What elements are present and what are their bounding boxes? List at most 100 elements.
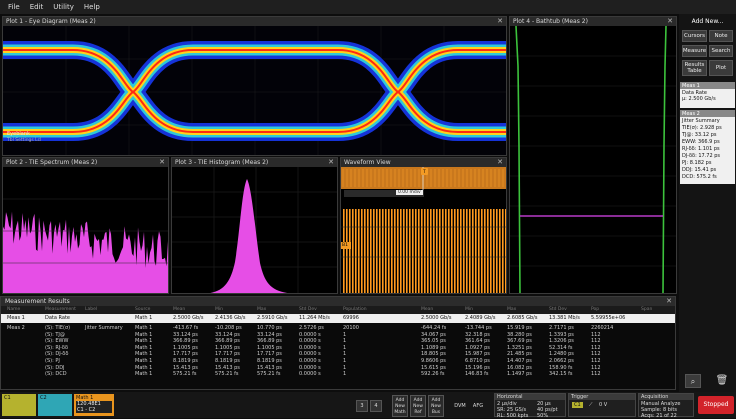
waveform-view[interactable]: Waveform View ✕ 0.00 mdiv T B1 <box>340 157 507 294</box>
trigger-panel[interactable]: Trigger C1 ⟋ 0 V <box>568 393 636 417</box>
meas2-line: DJ-δδ: 17.72 ps <box>682 153 721 159</box>
add-new-math-button[interactable]: Add New Math <box>392 395 408 417</box>
cell: 0.0000 s <box>299 364 321 371</box>
cell: 18.805 ps <box>421 351 446 358</box>
table-row[interactable]: Meas 2 Jitter Summary (S): TIE(σ) (S): TJ… <box>1 325 675 387</box>
zoom-position[interactable]: 0.00 mdiv <box>396 190 423 195</box>
menu-file[interactable]: File <box>8 3 20 11</box>
menu-utility[interactable]: Utility <box>53 3 74 11</box>
channel-2-badge[interactable]: C2 <box>38 394 72 416</box>
trash-icon[interactable]: 🗑 <box>715 375 729 386</box>
trigger-marker[interactable]: T <box>421 168 428 175</box>
channel-marker[interactable]: B1 <box>341 242 351 249</box>
col-header: Mean <box>421 307 434 312</box>
meas2-line: TIE(σ): 2.928 ps <box>682 125 722 131</box>
horizontal-panel[interactable]: Horizontal 2 μs/div SR: 25 GS/s RL: 500 … <box>494 393 566 419</box>
cell: 575.21 fs <box>173 371 197 378</box>
cell: 2.5910 Gb/s <box>257 315 288 321</box>
close-icon[interactable]: ✕ <box>497 158 503 166</box>
acquisition-panel[interactable]: Acquisition Manual Analyze Sample: 8 bit… <box>638 393 694 419</box>
cell: 2.4136 Gb/s <box>215 315 246 321</box>
search-button[interactable]: Search <box>709 45 733 57</box>
cell: 8.1819 ps <box>257 358 282 364</box>
cell: 11.264 Mb/s <box>299 315 330 321</box>
cell: 13.381 Mb/s <box>549 315 580 321</box>
cell: 158.90 fs <box>549 364 573 371</box>
cell: 10.770 ps <box>257 325 282 331</box>
cell: 1.1005 ps <box>215 344 240 351</box>
cell: 14.407 ps <box>507 358 532 364</box>
stopped-button[interactable]: Stopped <box>698 396 734 414</box>
cell: 15.196 ps <box>465 364 490 371</box>
eye-diagram-canvas <box>3 26 506 155</box>
bathtub-canvas <box>510 26 676 293</box>
cell: (S): DDJ <box>45 364 65 371</box>
bathtub-plot[interactable]: Plot 4 - Bathtub (Meas 2) ✕ <box>509 16 677 294</box>
measure-button[interactable]: Measure <box>682 45 707 57</box>
cell: 2.0662 ps <box>549 358 574 364</box>
note-button[interactable]: Note <box>709 30 733 42</box>
cell: 1 <box>343 358 347 364</box>
cell: 112 <box>591 351 601 358</box>
cell: 1.1005 ps <box>257 344 282 351</box>
cell: 1.3393 ps <box>549 331 574 338</box>
cell: 1.3251 ps <box>507 344 532 351</box>
cursors-button[interactable]: Cursors <box>682 30 707 42</box>
plot-button[interactable]: Plot <box>709 60 733 76</box>
cell: (S): DCD <box>45 371 67 378</box>
cell: 2.5000 Gb/s <box>421 315 452 321</box>
cell: 33.124 ps <box>257 331 282 338</box>
cell: 1.3206 ps <box>549 338 574 345</box>
close-icon[interactable]: ✕ <box>667 17 673 25</box>
cell: 366.89 ps <box>173 338 198 345</box>
close-icon[interactable]: ✕ <box>497 17 503 25</box>
channel-4-button[interactable]: 4 <box>370 400 382 412</box>
cell: (S): TJ@ <box>45 331 65 338</box>
zoom-icon[interactable]: ⌕ <box>685 374 701 388</box>
tie-spectrum-plot[interactable]: Plot 2 - TIE Spectrum (Meas 2) ✕ <box>2 157 169 294</box>
close-icon[interactable]: ✕ <box>328 158 334 166</box>
tie-histogram-plot[interactable]: Plot 3 - TIE Histogram (Meas 2) ✕ <box>171 157 338 294</box>
meas1-badge[interactable]: Meas 1 Data Rate μ: 2.500 Gb/s <box>680 82 735 108</box>
eye-diagram-plot[interactable]: Plot 1 - Eye Diagram (Meas 2) ✕ Eyeblank… <box>2 16 507 156</box>
channel-3-button[interactable]: 3 <box>356 400 368 412</box>
col-header: Max <box>257 307 267 312</box>
dvm-button[interactable]: DVM <box>454 403 466 409</box>
cell: 1 <box>343 344 347 351</box>
close-icon[interactable]: ✕ <box>159 158 165 166</box>
cell: -644.24 fs <box>421 325 447 331</box>
cell: 15.987 ps <box>465 351 490 358</box>
meas2-line: PJ: 8.182 ps <box>682 160 712 166</box>
menu-edit[interactable]: Edit <box>29 3 44 11</box>
right-panel: Add New... Cursors Note Measure Search R… <box>679 14 736 404</box>
meas2-line: DCD: 575.2 fs <box>682 174 717 180</box>
cell: 1.1089 ps <box>421 344 446 351</box>
col-header: Pop <box>591 307 600 312</box>
cell: 1 <box>343 371 347 378</box>
add-new-bus-button[interactable]: Add New Bus <box>428 395 444 417</box>
results-table-button[interactable]: Results Table <box>682 60 707 76</box>
acquisition-title: Acquisition <box>639 394 693 400</box>
meas2-badge[interactable]: Meas 2 Jitter Summary TIE(σ): 2.928 ps T… <box>680 110 735 184</box>
table-row[interactable]: Meas 1 Data Rate Math 1 2.5000 Gb/s 2.41… <box>1 314 675 323</box>
trigger-title: Trigger <box>569 394 635 400</box>
col-header: Std Dev <box>549 307 567 312</box>
trigger-slope-icon: ⟋ <box>589 402 593 408</box>
afg-button[interactable]: AFG <box>472 403 484 409</box>
channel-1-badge[interactable]: C1 <box>2 394 36 416</box>
waveform-canvas <box>341 167 506 293</box>
close-icon[interactable]: ✕ <box>666 297 672 305</box>
cell: 0.0000 s <box>299 344 321 351</box>
cell: 592.26 fs <box>421 371 445 378</box>
horizontal-line: RL: 500 kpts <box>497 413 529 419</box>
meas1-title: Meas 1 <box>680 82 735 89</box>
meas2-line: Jitter Summary <box>682 118 720 124</box>
cell: 8.1819 ps <box>215 358 240 364</box>
add-new-ref-button[interactable]: Add New Ref <box>410 395 426 417</box>
cell: Meas 2 <box>7 325 25 331</box>
menu-help[interactable]: Help <box>83 3 100 11</box>
math-formula: C1 - C2 <box>76 407 112 413</box>
cell: 1 <box>343 351 347 358</box>
math-1-badge[interactable]: Math 1 120.48E1 C1 - C2 <box>74 394 114 416</box>
cell: Math 1 <box>135 364 153 371</box>
